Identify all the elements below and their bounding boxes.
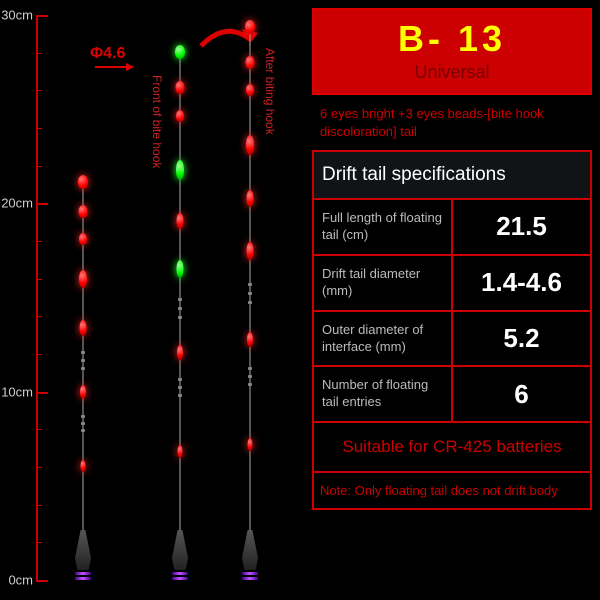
float-label-1: Front of bite hook <box>150 75 164 168</box>
spec-value: 1.4-4.6 <box>452 255 591 311</box>
spec-table: Drift tail specifications Full length of… <box>312 150 592 510</box>
fishing-float <box>170 45 190 585</box>
float-label-2: After biting hook <box>263 48 277 135</box>
fishing-float <box>240 20 260 585</box>
spec-label: Number of floating tail entries <box>313 366 452 422</box>
model-name: B- 13 <box>314 18 590 60</box>
universal-label: Universal <box>314 62 590 83</box>
spec-label: Outer diameter of interface (mm) <box>313 311 452 367</box>
diameter-arrow <box>95 66 133 68</box>
diameter-label: Φ4.6 <box>90 45 125 63</box>
spec-header: Drift tail specifications <box>313 151 591 199</box>
spec-label: Drift tail diameter (mm) <box>313 255 452 311</box>
spec-value: 21.5 <box>452 199 591 255</box>
fishing-float <box>73 175 93 585</box>
spec-label: Full length of floating tail (cm) <box>313 199 452 255</box>
battery-note: Suitable for CR-425 batteries <box>313 422 591 472</box>
panel-header: B- 13 Universal <box>312 8 592 95</box>
product-desc: 6 eyes bright +3 eyes beads-[bite hook d… <box>312 95 592 150</box>
ruler: 30cm20cm10cm0cm <box>8 15 53 585</box>
footer-note: Note: Only floating tail does not drift … <box>313 472 591 509</box>
spec-panel: B- 13 Universal 6 eyes bright +3 eyes be… <box>312 8 592 510</box>
spec-value: 5.2 <box>452 311 591 367</box>
spec-value: 6 <box>452 366 591 422</box>
